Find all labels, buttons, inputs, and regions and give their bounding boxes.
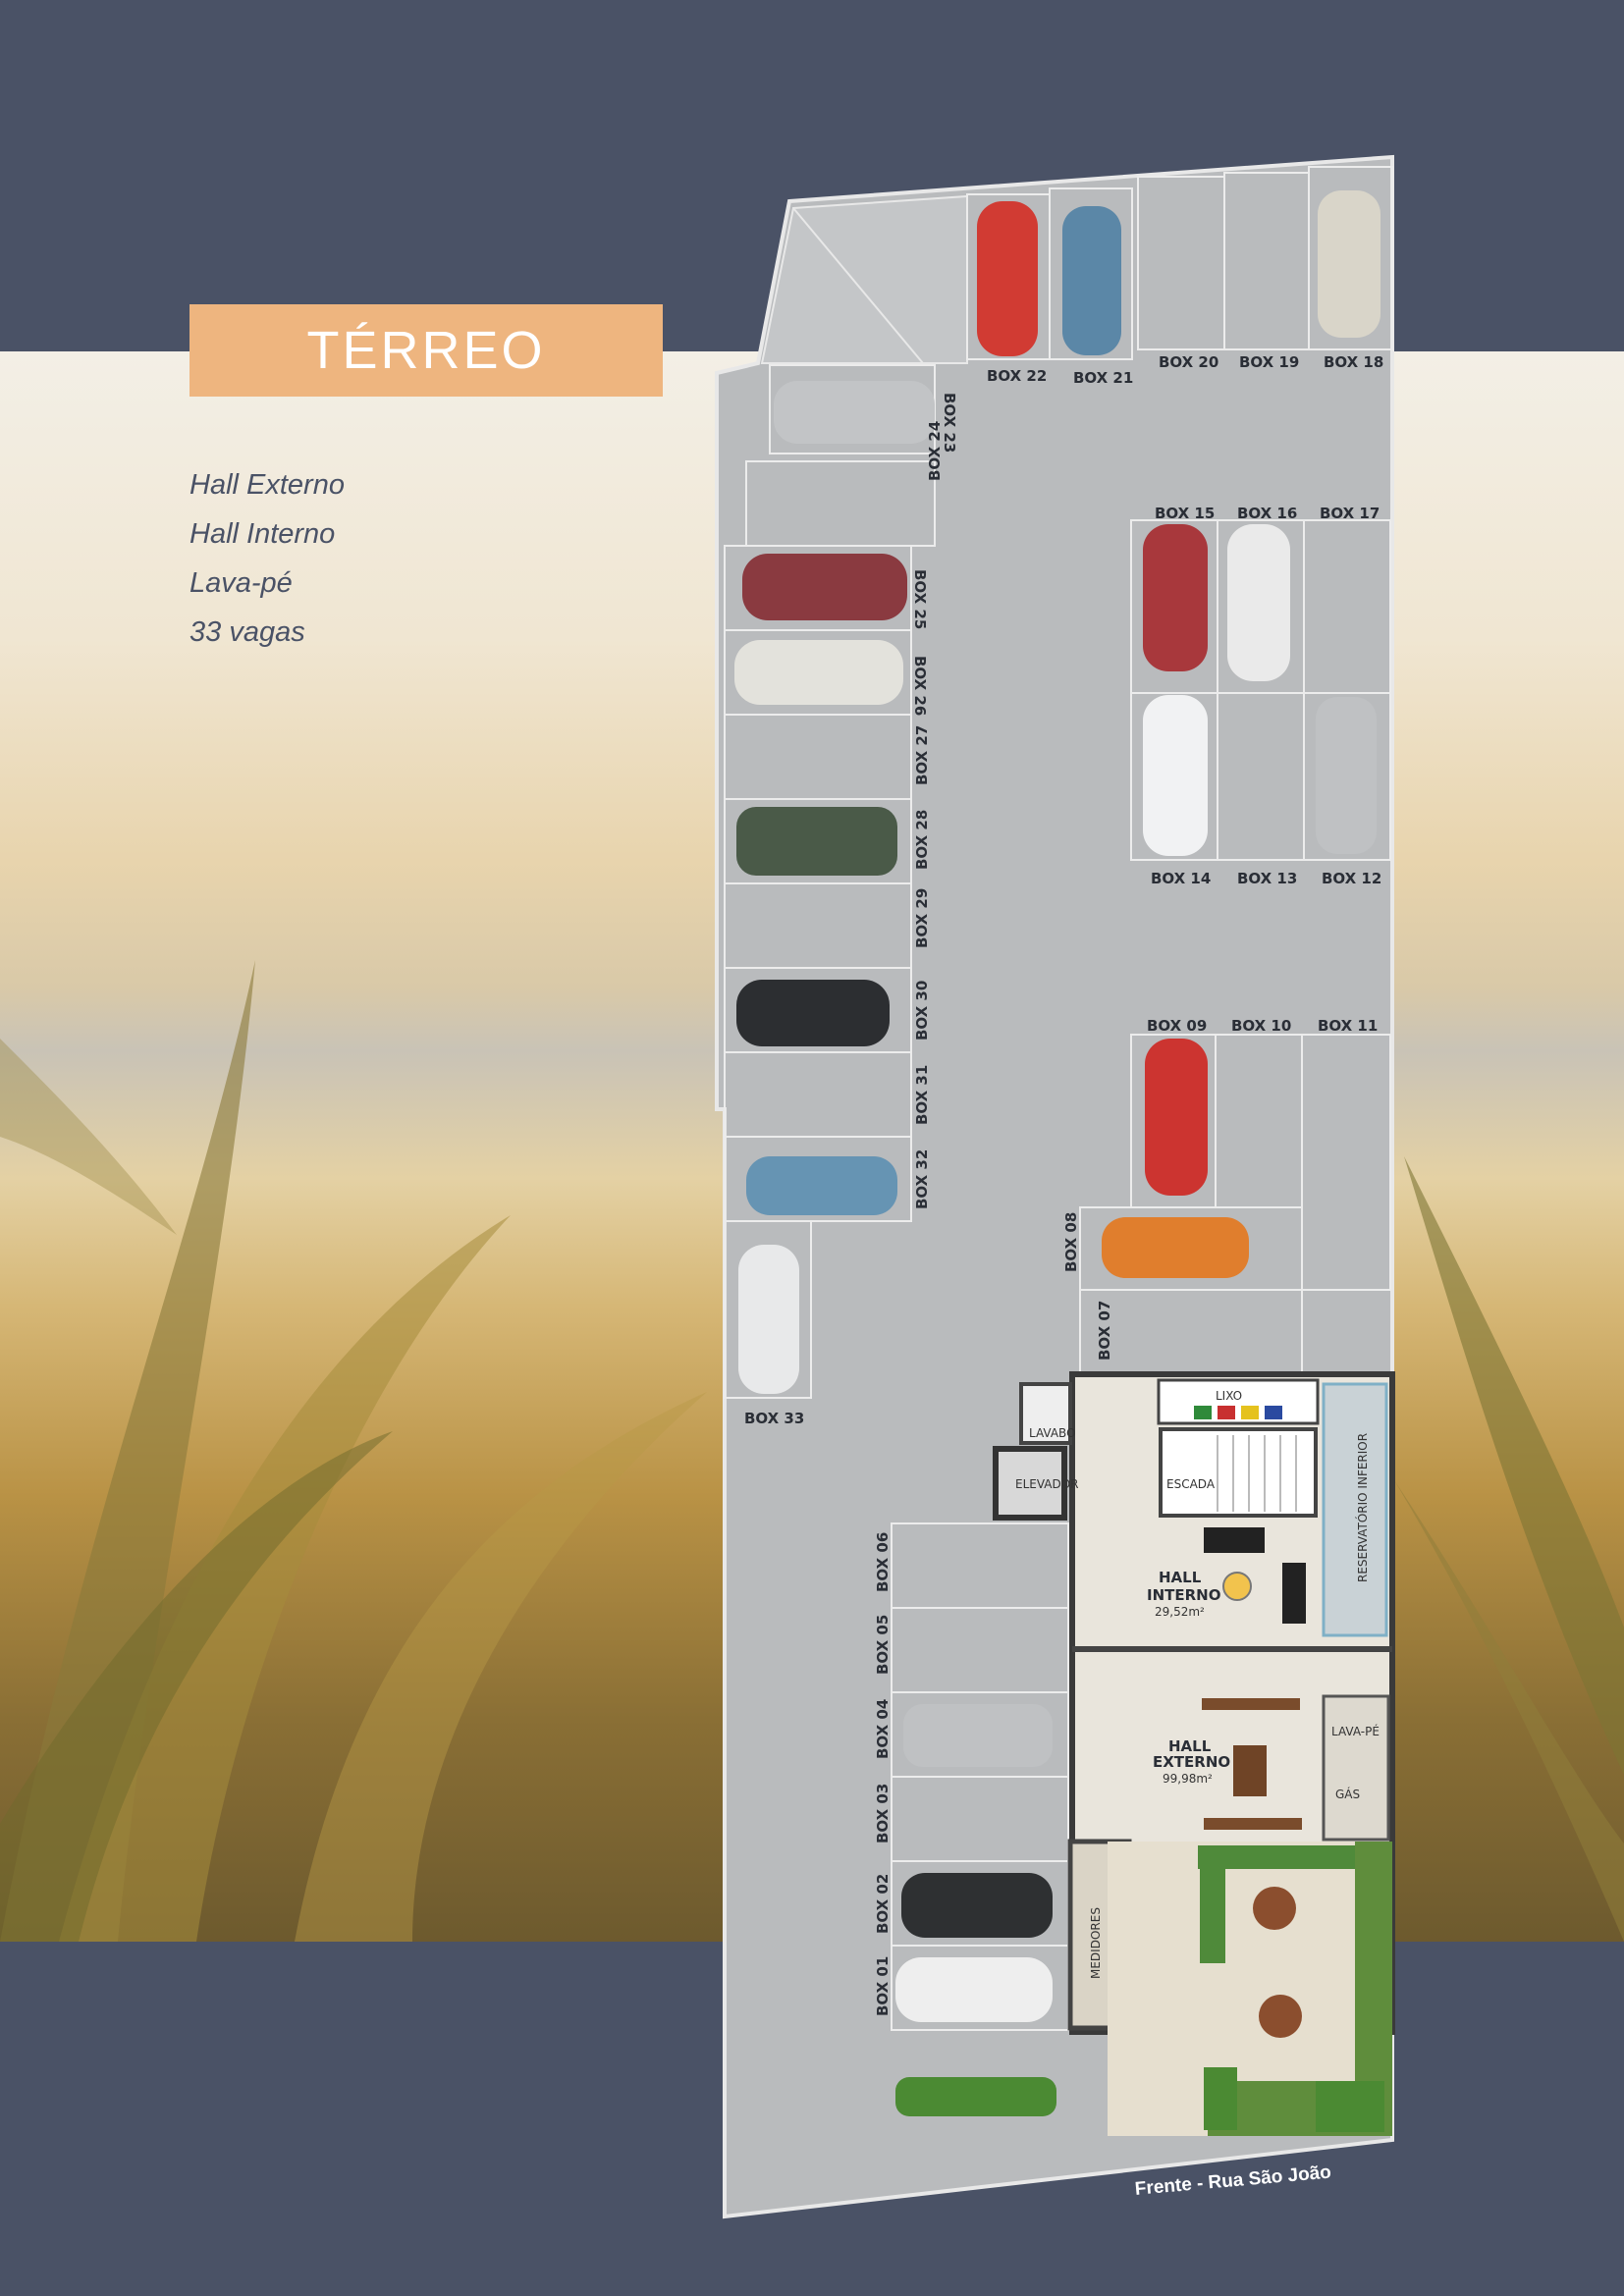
stall-label: BOX 18 <box>1324 353 1383 371</box>
stall-label: BOX 29 <box>913 888 931 948</box>
stall-label: BOX 26 <box>911 656 929 716</box>
stall-label: BOX 10 <box>1231 1017 1291 1035</box>
feature-item: Hall Interno <box>189 518 336 550</box>
stall-label: BOX 20 <box>1159 353 1218 371</box>
room-area: 29,52m² <box>1155 1605 1205 1619</box>
stall-label: BOX 13 <box>1237 870 1297 887</box>
stall-label: BOX 19 <box>1239 353 1299 371</box>
room-area: 99,98m² <box>1163 1772 1213 1786</box>
stall-label: BOX 11 <box>1318 1017 1378 1035</box>
stall-label: BOX 09 <box>1147 1017 1207 1035</box>
car <box>1143 695 1208 856</box>
room-label-medidores: MEDIDORES <box>1089 1907 1103 1979</box>
stall-label: BOX 21 <box>1073 369 1133 387</box>
room-label-escada: ESCADA <box>1166 1477 1216 1491</box>
stall-label: BOX 17 <box>1320 505 1380 522</box>
room-label-hall-externo: EXTERNO <box>1153 1753 1230 1771</box>
room-label-lava-pe: LAVA-PÉ <box>1331 1724 1380 1738</box>
room-label-gas: GÁS <box>1335 1787 1360 1801</box>
room-label-lixo: LIXO <box>1216 1389 1242 1403</box>
car <box>738 1245 799 1394</box>
stall-label: BOX 02 <box>874 1874 892 1934</box>
stall-label: BOX 31 <box>913 1065 931 1125</box>
car <box>736 980 890 1046</box>
stall-label: BOX 25 <box>911 569 929 629</box>
title-banner: TÉRREO <box>189 304 663 397</box>
feature-item: 33 vagas <box>189 616 305 648</box>
room-label-lavabo: LAVABO <box>1029 1426 1076 1440</box>
stall-label: BOX 23 <box>941 393 958 453</box>
car <box>736 807 897 876</box>
car <box>746 1156 897 1215</box>
stall-label: BOX 03 <box>874 1784 892 1843</box>
stall-label: BOX 24 <box>926 421 944 481</box>
garden <box>895 1842 1392 2136</box>
stall-label: BOX 30 <box>913 981 931 1041</box>
stall-label: BOX 05 <box>874 1615 892 1675</box>
room-label-hall-interno: HALL <box>1159 1569 1202 1586</box>
car <box>774 381 935 444</box>
ramp-area <box>760 194 968 364</box>
car <box>977 201 1038 356</box>
stall-label: BOX 22 <box>987 367 1047 385</box>
stall-label: BOX 14 <box>1151 870 1211 887</box>
car <box>1227 524 1290 681</box>
feature-item: Lava-pé <box>189 567 293 599</box>
car <box>1318 190 1380 338</box>
grass-illustration <box>0 960 1624 1942</box>
stall-label: BOX 08 <box>1062 1212 1080 1272</box>
stall-label: BOX 01 <box>874 1956 892 2016</box>
car <box>1062 206 1121 355</box>
stall-label: BOX 28 <box>913 810 931 870</box>
room-label-hall-externo: HALL <box>1168 1737 1212 1755</box>
stall-label: BOX 06 <box>874 1532 892 1592</box>
car <box>903 1704 1053 1767</box>
stall-label: BOX 04 <box>874 1699 892 1759</box>
stall-label: BOX 32 <box>913 1149 931 1209</box>
car <box>901 1873 1053 1938</box>
car <box>895 1957 1053 2022</box>
stall-label: BOX 16 <box>1237 505 1297 522</box>
room-label-hall-interno: INTERNO <box>1147 1586 1220 1604</box>
stall-label: BOX 12 <box>1322 870 1381 887</box>
stall-label: BOX 15 <box>1155 505 1215 522</box>
stall-label: BOX 07 <box>1096 1301 1113 1361</box>
page-title: TÉRREO <box>306 321 546 380</box>
car <box>734 640 903 705</box>
stall-label: BOX 27 <box>913 725 931 785</box>
car <box>1145 1039 1208 1196</box>
feature-item: Hall Externo <box>189 469 345 501</box>
stall-label: BOX 33 <box>744 1410 804 1427</box>
car <box>1102 1217 1249 1278</box>
room-label-elevador: ELEVADOR <box>1015 1477 1079 1491</box>
car <box>1316 697 1377 854</box>
car <box>742 554 907 620</box>
room-label-reservatorio: RESERVATÓRIO INFERIOR <box>1355 1433 1370 1582</box>
car <box>1143 524 1208 671</box>
cars <box>734 190 1380 2022</box>
feature-list: Hall Externo Hall Interno Lava-pé 33 vag… <box>189 465 345 662</box>
